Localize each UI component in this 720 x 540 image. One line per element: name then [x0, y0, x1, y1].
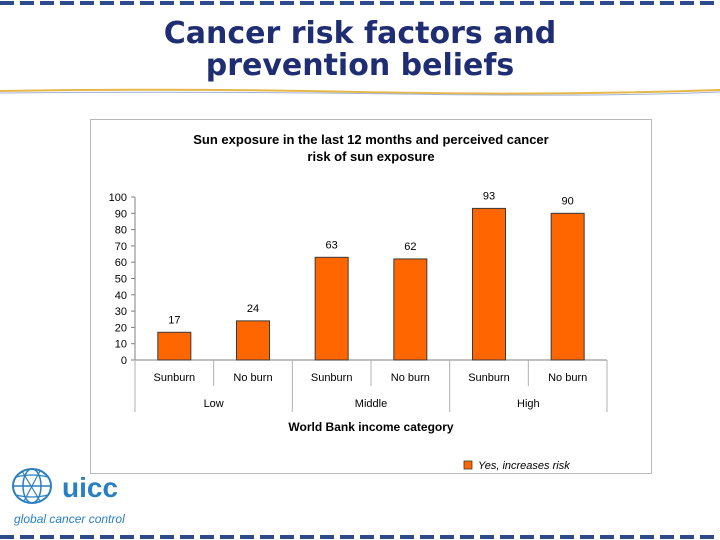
y-tick-label: 20 [115, 322, 127, 334]
data-label: 90 [562, 195, 574, 207]
title-underline [0, 88, 720, 96]
logo-wordmark: uicc [62, 472, 119, 503]
legend-swatch [463, 460, 473, 470]
y-tick-label: 0 [121, 355, 127, 367]
slide-title-line1: Cancer risk factors and [163, 16, 557, 51]
group-label: High [517, 398, 540, 410]
category-label: Sunburn [154, 372, 196, 384]
chart-title-line1: Sun exposure in the last 12 months and p… [193, 132, 549, 147]
y-tick-label: 50 [115, 274, 127, 286]
chart-title: Sun exposure in the last 12 months and p… [90, 131, 652, 165]
data-label: 62 [404, 241, 416, 253]
top-dashed-border [0, 1, 720, 5]
x-axis-title: World Bank income category [288, 420, 453, 434]
category-label: Sunburn [468, 372, 510, 384]
data-label: 24 [247, 303, 259, 315]
category-label: No burn [391, 372, 430, 384]
data-label: 63 [326, 239, 338, 251]
category-label: No burn [233, 372, 272, 384]
chart-title-line2: risk of sun exposure [307, 149, 435, 164]
y-tick-label: 60 [115, 257, 127, 269]
bar [314, 256, 349, 361]
y-tick-label: 70 [115, 241, 127, 253]
legend-label: Yes, increases risk [478, 460, 570, 472]
category-label: Sunburn [311, 372, 353, 384]
y-tick-label: 30 [115, 306, 127, 318]
y-tick-label: 100 [109, 192, 127, 204]
bar [236, 320, 270, 361]
y-tick-label: 40 [115, 290, 127, 302]
y-tick-label: 10 [115, 339, 127, 351]
group-label: Low [204, 398, 224, 410]
data-label: 17 [168, 314, 180, 326]
slide-title-line2: prevention beliefs [205, 48, 515, 83]
group-label: Middle [355, 398, 387, 410]
bar [472, 207, 506, 361]
bar [393, 258, 428, 361]
bar [157, 331, 192, 361]
slide-title: Cancer risk factors and prevention belie… [0, 18, 720, 82]
logo-tagline: global cancer control [14, 512, 125, 526]
y-tick-label: 90 [115, 208, 127, 220]
bar [550, 212, 585, 361]
bottom-dashed-border [0, 535, 720, 539]
data-label: 93 [483, 190, 495, 202]
y-tick-label: 80 [115, 225, 127, 237]
category-label: No burn [548, 372, 587, 384]
globe-icon [12, 468, 52, 504]
